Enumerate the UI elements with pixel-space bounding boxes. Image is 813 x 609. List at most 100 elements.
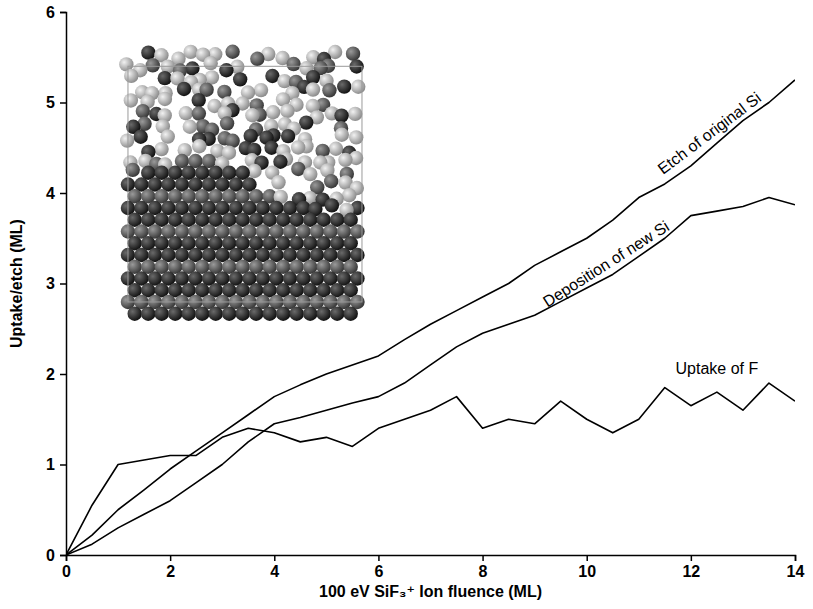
inset-atom xyxy=(330,307,344,321)
tick-label: 3 xyxy=(46,275,55,292)
inset-atom xyxy=(219,63,233,77)
chart-container: 024681012140123456100 eV SiF₃⁺ Ion fluen… xyxy=(0,0,813,609)
inset-atom xyxy=(290,307,304,321)
inset-atom xyxy=(205,70,219,84)
inset-atom xyxy=(209,307,223,321)
inset-atom xyxy=(306,82,320,96)
axis-line xyxy=(60,13,67,556)
tick-mark xyxy=(60,193,66,195)
inset-atom xyxy=(281,129,295,143)
y-axis: 0123456 xyxy=(46,4,66,564)
inset-atom xyxy=(146,58,160,72)
tick-label: 4 xyxy=(270,563,279,580)
inset-atom xyxy=(233,72,247,86)
inset-atom xyxy=(128,307,142,321)
tick-mark xyxy=(482,555,484,561)
tick-label: 14 xyxy=(787,563,805,580)
tick-mark xyxy=(60,374,66,376)
inset-atom xyxy=(317,307,331,321)
inset-atom xyxy=(220,116,234,130)
inset-atom xyxy=(124,93,138,107)
tick: 0 xyxy=(62,555,71,580)
series-label: Etch of original Si xyxy=(655,89,765,177)
inset-atom xyxy=(303,167,317,181)
inset-atom xyxy=(337,79,351,93)
tick: 12 xyxy=(682,555,700,580)
tick-label: 5 xyxy=(46,94,55,111)
inset-atom xyxy=(325,198,339,212)
inset-atom xyxy=(348,107,362,121)
inset-atom xyxy=(329,142,343,156)
inset-atom xyxy=(177,82,191,96)
tick-mark xyxy=(274,555,276,561)
inset-atom xyxy=(179,106,193,120)
axis-line xyxy=(67,556,796,562)
tick: 14 xyxy=(787,555,805,580)
tick: 4 xyxy=(46,185,66,202)
inset-atom xyxy=(141,45,155,59)
inset-atom xyxy=(245,108,259,122)
y-axis-title: Uptake/etch (ML) xyxy=(8,219,25,348)
inset-image xyxy=(119,45,365,321)
tick-label: 10 xyxy=(578,563,596,580)
inset-atom xyxy=(141,307,155,321)
inset-atom xyxy=(155,307,169,321)
inset-atom xyxy=(286,57,300,71)
tick: 0 xyxy=(46,547,66,564)
inset-atom xyxy=(299,115,313,129)
inset-atom xyxy=(195,307,209,321)
tick-label: 8 xyxy=(479,563,488,580)
tick: 1 xyxy=(46,456,66,473)
inset-atom xyxy=(322,83,336,97)
tick-mark xyxy=(170,555,172,561)
inset-atom xyxy=(266,105,280,119)
inset-atom xyxy=(324,174,338,188)
inset-atom xyxy=(158,71,172,85)
inset-atom xyxy=(276,307,290,321)
inset-atom xyxy=(168,307,182,321)
inset-atom xyxy=(351,80,365,94)
tick: 2 xyxy=(46,366,66,383)
tick-mark xyxy=(60,555,66,557)
tick-mark xyxy=(378,555,380,561)
inset-atom xyxy=(182,307,196,321)
tick: 10 xyxy=(578,555,596,580)
tick-mark xyxy=(60,464,66,466)
inset-atom xyxy=(349,130,363,144)
inset-atom xyxy=(133,130,147,144)
inset-atom xyxy=(249,307,263,321)
tick-mark xyxy=(60,283,66,285)
inset-atom xyxy=(192,93,206,107)
series-label: Uptake of F xyxy=(676,360,759,377)
inset-atom xyxy=(250,52,264,66)
tick-mark xyxy=(691,555,693,561)
inset-atom xyxy=(154,142,168,156)
tick-mark xyxy=(60,12,66,14)
inset-atom xyxy=(124,69,138,83)
inset-atom xyxy=(291,140,305,154)
series-label: Deposition of new Si xyxy=(540,218,672,311)
inset-atom xyxy=(222,307,236,321)
chart-svg: 024681012140123456100 eV SiF₃⁺ Ion fluen… xyxy=(0,0,813,609)
lines xyxy=(66,80,795,555)
x-axis: 02468101214 xyxy=(62,555,804,580)
inset-atom xyxy=(158,92,172,106)
inset-atom xyxy=(136,104,150,118)
inset-atom xyxy=(244,129,258,143)
inset-atom xyxy=(254,83,268,97)
inset-atom xyxy=(203,56,217,70)
inset-atom xyxy=(192,139,206,153)
series-line xyxy=(66,198,795,555)
tick-mark xyxy=(586,555,588,561)
tick: 5 xyxy=(46,94,66,111)
inset-atom xyxy=(338,153,352,167)
inset-atom xyxy=(236,307,250,321)
tick: 3 xyxy=(46,275,66,292)
plot-area: 024681012140123456100 eV SiF₃⁺ Ion fluen… xyxy=(8,4,805,600)
tick-mark xyxy=(60,102,66,104)
inset-atom xyxy=(263,307,277,321)
tick-label: 12 xyxy=(682,563,700,580)
series-line xyxy=(66,80,795,555)
inset-atom xyxy=(192,106,206,120)
tick-label: 2 xyxy=(166,563,175,580)
